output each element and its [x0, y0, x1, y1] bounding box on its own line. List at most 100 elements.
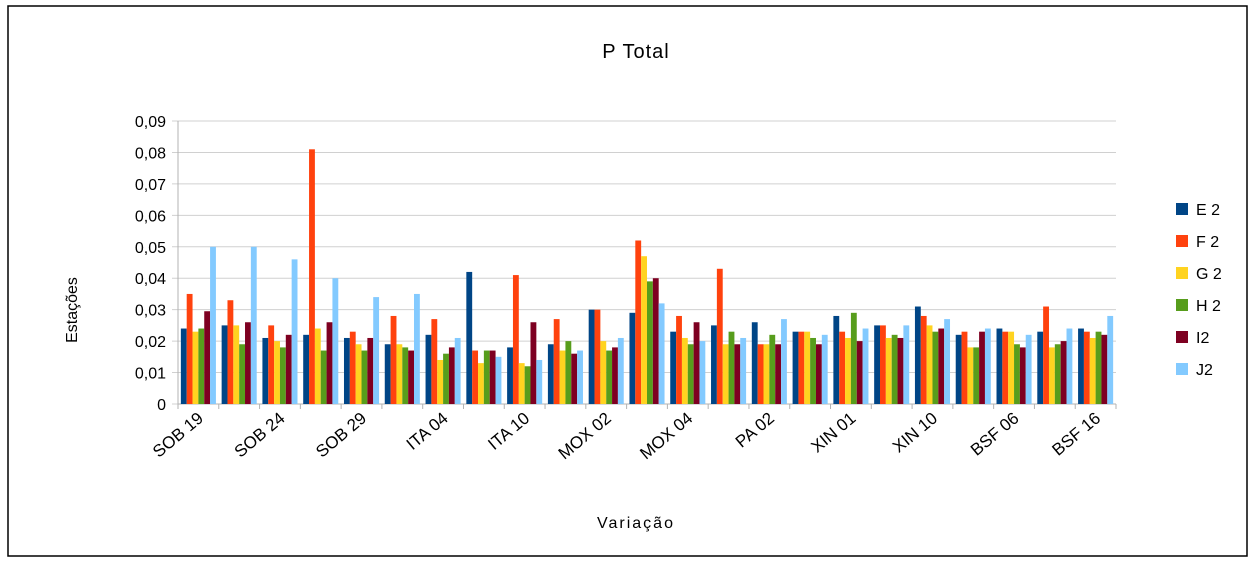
bar: [227, 300, 234, 404]
bar: [1095, 331, 1102, 404]
bar: [466, 271, 473, 404]
bar: [932, 331, 939, 404]
y-tick-label: 0,05: [135, 240, 166, 257]
bar: [635, 240, 642, 404]
bar: [781, 319, 787, 404]
bar: [367, 337, 374, 404]
bar: [955, 334, 962, 404]
bar: [792, 331, 799, 404]
bar: [518, 363, 525, 404]
bar: [722, 344, 729, 404]
bar: [670, 331, 677, 404]
bar: [711, 325, 717, 404]
bar: [1054, 344, 1061, 404]
bar: [180, 328, 187, 404]
bar: [1037, 331, 1044, 404]
bar: [1101, 334, 1108, 404]
y-tick-label: 0,07: [135, 177, 166, 194]
legend-label: F 2: [1196, 234, 1219, 251]
legend-label: G 2: [1196, 266, 1222, 283]
bar: [629, 312, 636, 404]
bar: [553, 319, 560, 404]
bar: [833, 315, 840, 404]
bar: [612, 347, 618, 404]
bar: [652, 278, 659, 404]
bar: [565, 341, 572, 404]
bar: [245, 322, 251, 404]
legend-swatch: [1176, 203, 1188, 215]
bar: [448, 347, 455, 404]
bar: [693, 322, 700, 404]
bar: [740, 337, 747, 404]
bar: [285, 334, 292, 404]
bar: [967, 347, 974, 404]
legend-swatch: [1176, 363, 1188, 375]
bar: [676, 315, 682, 404]
bar: [716, 268, 723, 404]
bar: [571, 353, 578, 404]
bar: [314, 328, 321, 404]
bar: [699, 341, 706, 404]
y-tick-label: 0: [157, 397, 166, 414]
legend-swatch: [1176, 235, 1188, 247]
bar: [1008, 331, 1015, 404]
bar: [897, 337, 904, 404]
bar: [1014, 344, 1020, 404]
bar: [606, 350, 613, 404]
bar: [914, 306, 921, 404]
bar: [617, 337, 624, 404]
bar: [775, 344, 782, 404]
bar: [536, 359, 543, 404]
bar: [239, 344, 246, 404]
bar: [530, 322, 537, 404]
bar: [495, 356, 502, 404]
bar: [198, 328, 205, 404]
bar: [431, 319, 438, 404]
legend-swatch: [1176, 299, 1188, 311]
bar: [489, 350, 496, 404]
bar: [349, 331, 356, 404]
bar: [373, 297, 380, 404]
bar: [926, 325, 933, 404]
y-tick-label: 0,09: [135, 114, 166, 131]
bar: [472, 350, 479, 404]
bar: [757, 344, 764, 404]
bar: [1048, 347, 1055, 404]
bar: [1025, 334, 1032, 404]
legend-label: I2: [1196, 330, 1209, 347]
bar: [647, 281, 653, 404]
bar: [687, 344, 694, 404]
chart-title: P Total: [602, 41, 669, 63]
bar: [850, 312, 857, 404]
bar: [559, 350, 566, 404]
bar: [512, 275, 519, 404]
bar: [402, 347, 409, 404]
bar: [658, 303, 665, 404]
bar: [839, 331, 846, 404]
bar: [641, 256, 647, 404]
bar: [1078, 328, 1084, 404]
bar: [880, 325, 886, 404]
bar: [250, 246, 257, 404]
y-tick-label: 0,03: [135, 303, 166, 320]
bar: [221, 325, 228, 404]
bar: [973, 347, 980, 404]
bar: [186, 293, 193, 404]
bar: [384, 344, 391, 404]
bar: [751, 322, 758, 404]
bar: [1066, 328, 1073, 404]
bar: [1060, 341, 1067, 404]
bar: [1043, 306, 1049, 404]
bar: [1019, 347, 1026, 404]
bar: [279, 347, 286, 404]
bar: [425, 334, 432, 404]
bar: [798, 331, 805, 404]
bar: [845, 337, 851, 404]
y-tick-label: 0,04: [135, 271, 166, 288]
bar: [390, 315, 397, 404]
bar: [320, 350, 327, 404]
bar: [1089, 337, 1096, 404]
bar: [268, 325, 275, 404]
legend-swatch: [1176, 267, 1188, 279]
bar: [274, 341, 280, 404]
